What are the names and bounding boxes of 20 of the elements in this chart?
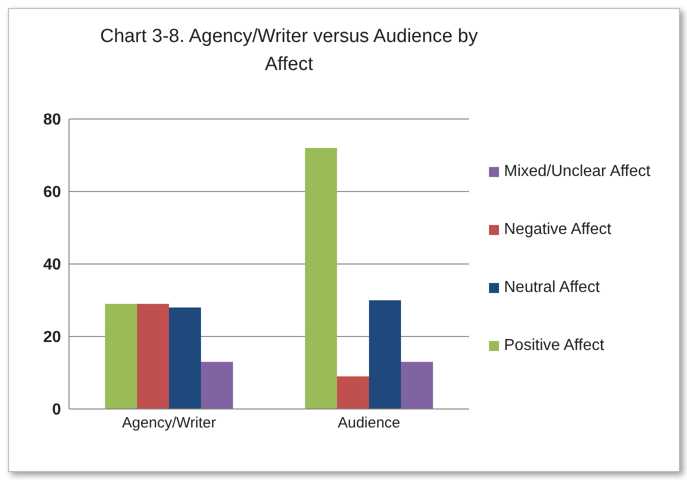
x-tick-label: Agency/Writer — [122, 414, 216, 432]
bar — [337, 376, 369, 409]
bar — [105, 304, 137, 409]
y-tick-label: 0 — [52, 402, 62, 419]
bar — [137, 304, 169, 409]
bar — [201, 362, 233, 409]
y-tick-label: 40 — [43, 256, 62, 274]
y-tick-label: 80 — [43, 112, 62, 129]
bar — [401, 362, 433, 409]
y-tick-label: 60 — [43, 184, 62, 202]
legend-label: Mixed/Unclear Affect — [504, 163, 650, 181]
chart-title: Chart 3-8. Agency/Writer versus Audience by Affect — [99, 25, 479, 77]
bar — [169, 308, 201, 409]
legend-label: Positive Affect — [504, 337, 604, 355]
bar — [305, 148, 337, 409]
y-tick-label: 20 — [43, 329, 62, 346]
bar — [369, 300, 401, 409]
legend-label: Negative Affect — [504, 221, 612, 239]
x-tick-label: Audience — [338, 414, 400, 432]
legend-label: Neutral Affect — [504, 279, 600, 297]
